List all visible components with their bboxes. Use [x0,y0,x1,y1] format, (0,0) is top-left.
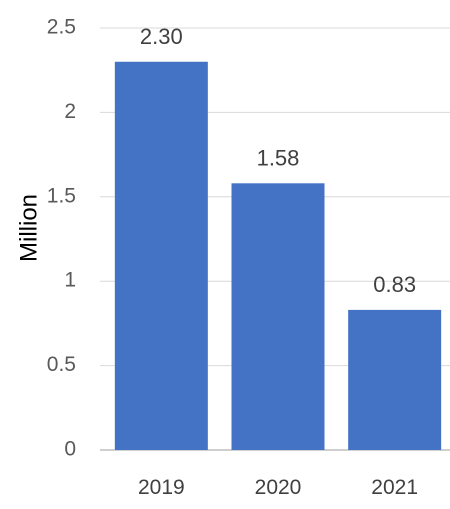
data-label-2021: 0.83 [373,272,416,297]
data-label-2020: 1.58 [257,145,300,170]
y-axis-ticks: 0 0.5 1 1.5 2 2.5 [47,16,76,461]
x-axis-ticks: 2019 2020 2021 [138,476,418,499]
data-labels: 2.30 1.58 0.83 [140,24,416,297]
y-tick-label: 1.5 [47,184,76,207]
y-tick-label: 0 [64,438,76,461]
bar-2020 [231,183,325,450]
x-tick-label: 2019 [138,476,185,499]
bars [114,61,442,450]
y-tick-label: 2.5 [47,16,76,39]
y-tick-label: 1 [64,269,76,292]
bar-2021 [348,309,442,450]
x-tick-label: 2020 [255,476,302,499]
data-label-2019: 2.30 [140,24,183,49]
y-tick-label: 2 [64,100,76,123]
x-tick-label: 2021 [371,476,418,499]
y-axis-label: Million [15,194,42,262]
bar-2019 [114,61,208,450]
y-tick-label: 0.5 [47,353,76,376]
